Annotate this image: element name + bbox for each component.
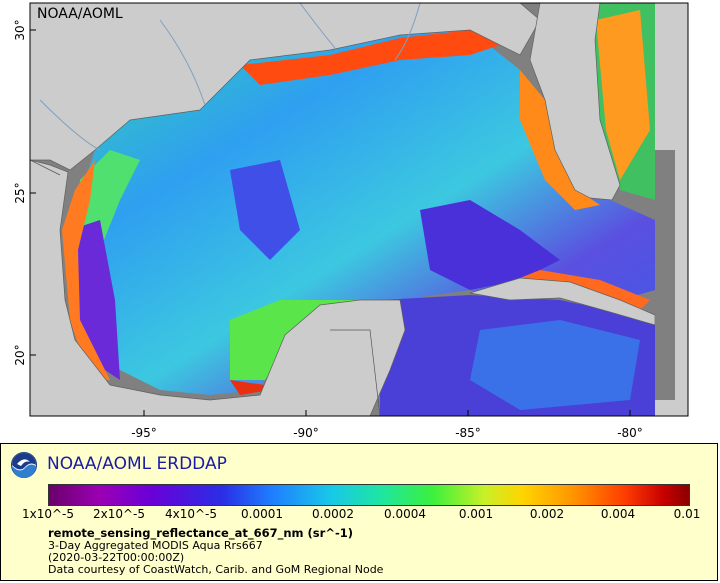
lat-tick-label: 20° bbox=[13, 344, 27, 365]
time-label: (2020-03-22T00:00:00Z) bbox=[48, 551, 185, 564]
mexico-coast-orange bbox=[62, 160, 110, 380]
caribbean-blue bbox=[470, 320, 640, 410]
legend-panel: NOAA/AOML ERDDAP 1x10^-5 2x10^-5 4x10^-5… bbox=[0, 443, 718, 581]
river-line bbox=[299, 3, 336, 49]
river-line bbox=[39, 99, 101, 151]
lat-tick-label: 25° bbox=[13, 182, 27, 203]
florida-coast-orange bbox=[520, 70, 600, 210]
land-florida bbox=[529, 3, 621, 201]
colorbar-label: 4x10^-5 bbox=[164, 507, 218, 521]
data-credit: Data courtesy of CoastWatch, Carib. and … bbox=[48, 563, 384, 576]
river-line bbox=[394, 3, 421, 61]
bahamas-orange bbox=[596, 10, 650, 180]
border-line bbox=[30, 159, 61, 176]
yucatan-purple bbox=[420, 200, 560, 290]
land-usa bbox=[30, 3, 541, 171]
gulf-data-field bbox=[65, 30, 655, 395]
river-line bbox=[159, 19, 206, 106]
lat-tick-label: 30° bbox=[13, 19, 27, 40]
border-line bbox=[330, 329, 381, 416]
colorbar-label: 0.0001 bbox=[241, 507, 283, 521]
lat-ticks bbox=[30, 29, 36, 356]
map-canvas: 30° 25° 20° -95° -90° -85° -80° NOAA/AOM… bbox=[13, 2, 689, 440]
right-nodata-block bbox=[655, 150, 675, 400]
land-mexico bbox=[30, 159, 406, 416]
brand-title: NOAA/AOML ERDDAP bbox=[47, 454, 227, 474]
lon-tick-label: -80° bbox=[617, 426, 643, 440]
colorbar-label: 0.002 bbox=[529, 507, 565, 521]
lon-tick-label: -90° bbox=[293, 426, 319, 440]
colorbar-label: 1x10^-5 bbox=[21, 507, 75, 521]
central-purple bbox=[230, 160, 300, 260]
north-coast-red bbox=[240, 30, 500, 85]
colorbar bbox=[48, 484, 690, 506]
map-frame: 30° 25° 20° -95° -90° -85° -80° NOAA/AOM… bbox=[13, 2, 689, 440]
colorbar-label: 0.0002 bbox=[312, 507, 354, 521]
campeche-coast-red bbox=[230, 300, 360, 395]
map-credit: NOAA/AOML bbox=[37, 6, 123, 22]
colorbar-label: 0.004 bbox=[600, 507, 636, 521]
colorbar-label: 0.0004 bbox=[384, 507, 426, 521]
colorbar-label: 2x10^-5 bbox=[92, 507, 146, 521]
dataset-title: 3-Day Aggregated MODIS Aqua Rrs667 bbox=[48, 539, 263, 552]
plot-frame bbox=[29, 2, 689, 417]
colorbar-label: 0.01 bbox=[673, 507, 701, 521]
lon-ticks bbox=[143, 410, 631, 416]
lon-tick-label: -85° bbox=[455, 426, 481, 440]
colorbar-label: 0.001 bbox=[458, 507, 494, 521]
noaa-logo-icon bbox=[11, 452, 37, 478]
variable-title: remote_sensing_reflectance_at_667_nm (sr… bbox=[48, 526, 353, 540]
lon-tick-label: -95° bbox=[131, 426, 157, 440]
